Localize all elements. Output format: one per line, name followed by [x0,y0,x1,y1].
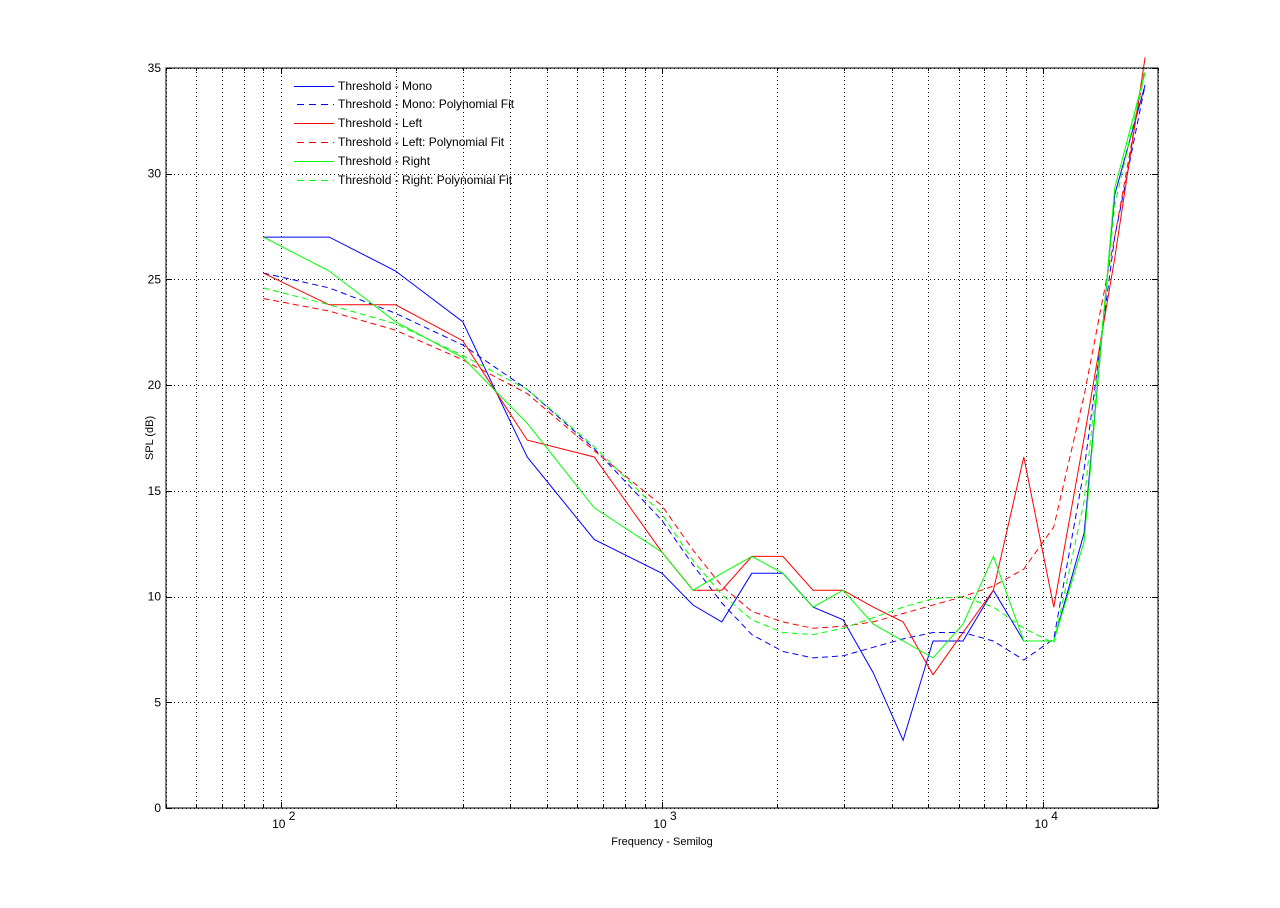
y-tick-label: 30 [148,167,162,181]
grid-lines [166,68,1159,809]
y-tick-label: 10 [148,590,162,604]
y-tick-label: 15 [148,484,162,498]
x-tick-exponent: 2 [289,809,296,823]
legend-label: Threshold - Left [338,116,423,130]
y-tick-label: 20 [148,378,162,392]
y-tick-label: 5 [154,695,161,709]
x-axis-label: Frequency - Semilog [611,836,713,848]
series-line-5 [263,72,1146,644]
y-tick-labels: 0 5 10 15 20 25 30 35 [148,61,162,815]
series-line-2 [263,57,1146,676]
x-tick-label: 10 [653,817,667,831]
legend-label: Threshold - Right [338,154,431,168]
y-tick-label: 25 [148,272,162,286]
legend-label: Threshold - Mono [338,79,432,93]
x-tick-label: 10 [272,817,286,831]
x-tick-label: 10 [1035,817,1049,831]
y-tick-label: 0 [154,801,161,815]
data-series [263,57,1146,742]
x-tick-exponent: 4 [1051,809,1058,823]
series-line-1 [263,84,1146,661]
y-tick-label: 35 [148,61,162,75]
legend-label: Threshold - Mono: Polynomial Fit [338,97,515,111]
series-line-4 [263,72,1146,659]
legend-label: Threshold - Left: Polynomial Fit [338,135,505,149]
y-axis-label: SPL (dB) [144,416,156,460]
series-line-3 [263,67,1146,629]
legend: Threshold - Mono Threshold - Mono: Polyno… [294,79,515,187]
legend-label: Threshold - Right: Polynomial Fit [338,173,513,187]
x-tick-exponent: 3 [670,809,677,823]
axis-ticks [166,68,1159,809]
